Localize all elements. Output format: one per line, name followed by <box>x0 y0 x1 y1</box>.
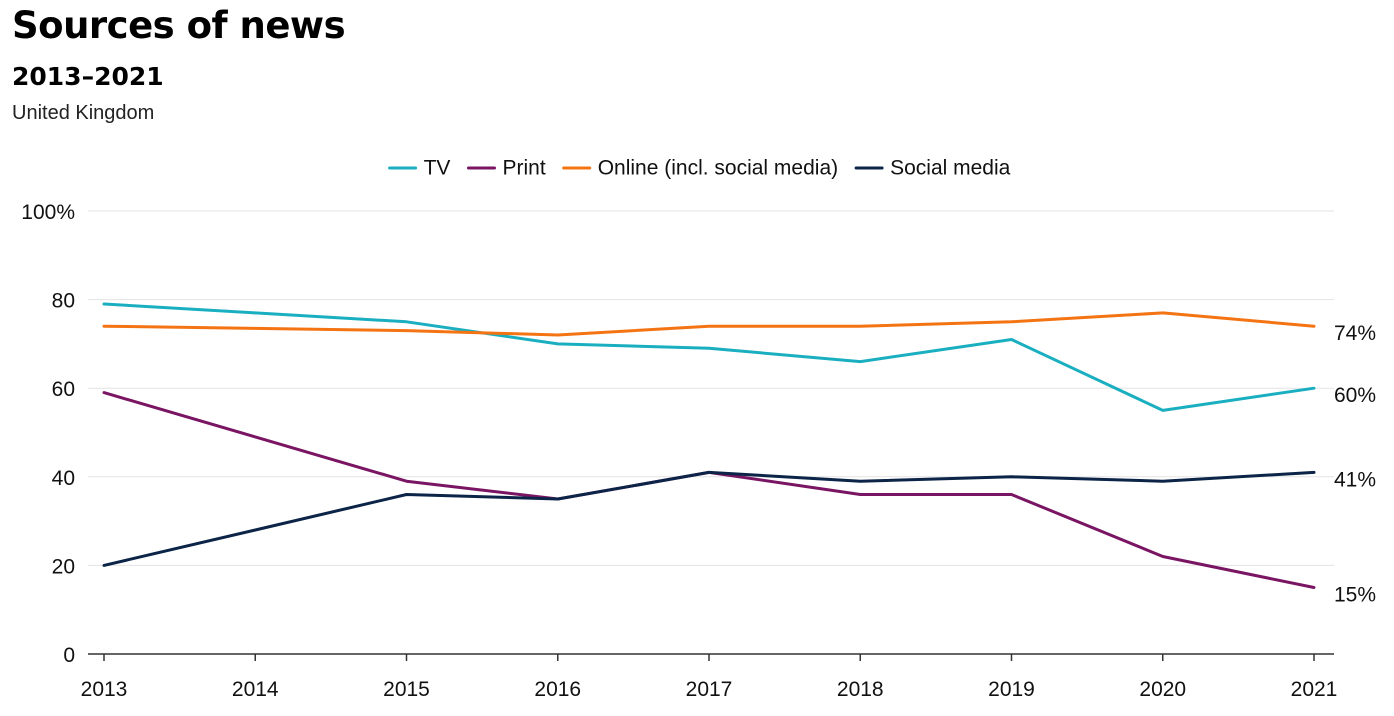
legend-label: TV <box>424 157 451 180</box>
end-labels: 60% 15% 74% 41% <box>1334 322 1376 606</box>
series-line-online-incl-social-media <box>102 311 1316 337</box>
y-tick-label: 0 <box>63 644 75 667</box>
x-tick-label: 2020 <box>1139 678 1186 701</box>
legend-label: Online (incl. social media) <box>598 157 838 180</box>
x-tick-label: 2018 <box>837 678 884 701</box>
x-tick-label: 2021 <box>1291 678 1338 701</box>
x-tick-label: 2017 <box>686 678 733 701</box>
legend-item: TV <box>388 157 451 180</box>
series-line-print <box>102 391 1316 589</box>
end-label: 41% <box>1334 468 1376 491</box>
legend-label: Social media <box>890 157 1011 180</box>
series-line-tv <box>102 302 1316 412</box>
series-lines <box>102 302 1316 589</box>
gridlines <box>88 210 1334 566</box>
series-line-social-media <box>102 470 1316 567</box>
legend-item: Social media <box>854 157 1011 180</box>
legend-item: Print <box>467 157 546 180</box>
x-tick-label: 2013 <box>81 678 128 701</box>
axes: 0 20 40 60 80 100% 2013 2014 2015 2016 2017 2018 201… <box>21 201 1337 701</box>
end-label: 15% <box>1334 584 1376 607</box>
y-tick-label: 100% <box>21 201 75 224</box>
x-tick-label: 2016 <box>534 678 581 701</box>
y-tick-label: 60 <box>52 378 75 401</box>
y-tick-label: 80 <box>52 290 75 313</box>
region-note: United Kingdom <box>12 102 155 124</box>
end-label: 60% <box>1334 384 1376 407</box>
chart-title: Sources of news <box>12 4 346 47</box>
legend-label: Print <box>503 157 546 180</box>
x-tick-label: 2015 <box>383 678 430 701</box>
legend-item: Online (incl. social media) <box>562 157 838 180</box>
y-tick-label: 40 <box>52 467 75 490</box>
x-tick-label: 2019 <box>988 678 1035 701</box>
chart-subtitle: 2013–2021 <box>12 62 164 91</box>
x-tick-label: 2014 <box>232 678 279 701</box>
y-tick-label: 20 <box>52 555 75 578</box>
legend: TV Print Online (incl. social media) Social… <box>388 157 1011 180</box>
end-label: 74% <box>1334 322 1376 345</box>
